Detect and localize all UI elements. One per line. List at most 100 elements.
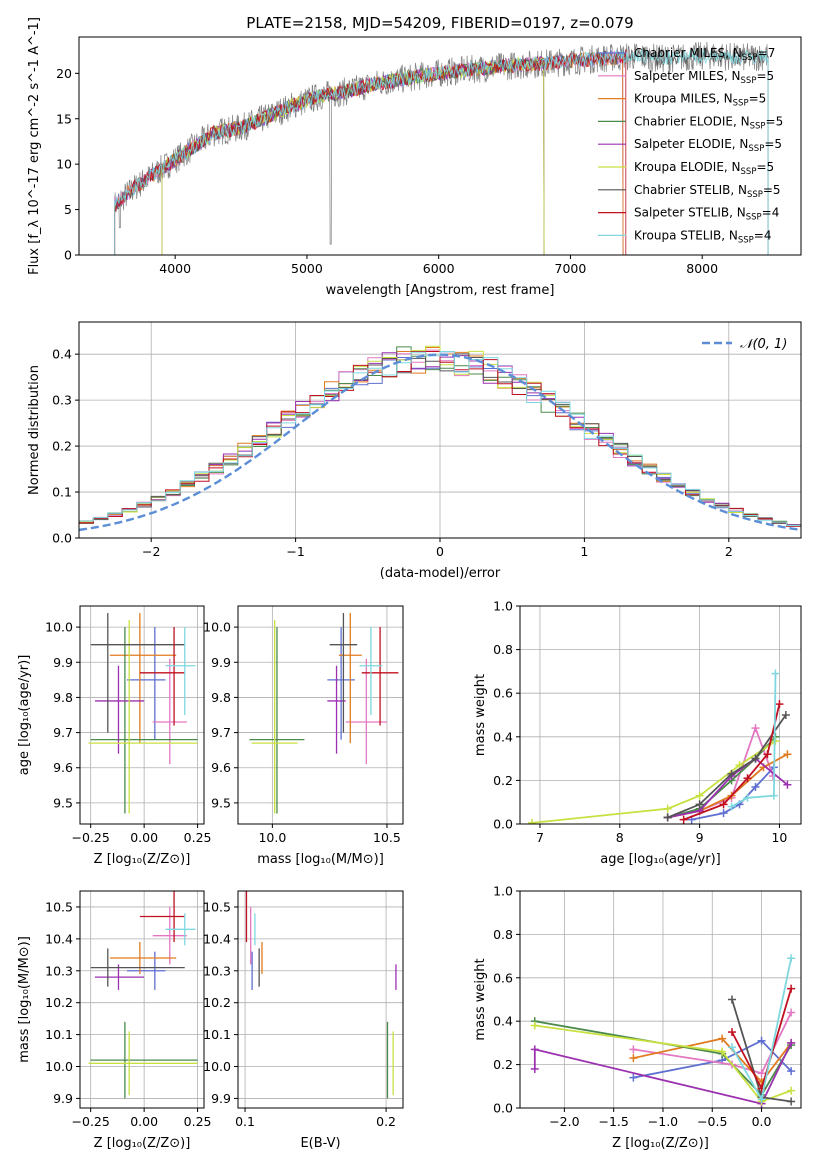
axis-label-x: Z [log₁₀(Z/Z⊙)] xyxy=(94,852,191,867)
tick-label-x: 0.00 xyxy=(130,830,158,845)
legend-label: Kroupa ELODIE, NSSP=5 xyxy=(634,160,774,177)
marker-point xyxy=(663,804,672,813)
tick-label-y: 10.1 xyxy=(45,1027,73,1042)
legend-label: Kroupa STELIB, NSSP=4 xyxy=(634,228,772,245)
tick-label-y: 10.5 xyxy=(203,899,231,914)
tick-label-y: 9.6 xyxy=(211,760,231,775)
tick-label-x: −1.0 xyxy=(648,1114,678,1129)
axes-frame xyxy=(79,605,205,825)
tick-label-y: 9.6 xyxy=(53,760,73,775)
model-spectrum-kroupa-stelib xyxy=(114,48,769,255)
frame-age_vs_mass: 10.0 10.5 9.5 9.6 9.7 9.8 9.9 10.0 mass [log₁₀(M… xyxy=(203,605,404,867)
tick-label-x: 7000 xyxy=(555,261,587,276)
legend-label: Salpeter STELIB, NSSP=4 xyxy=(634,206,779,223)
axis-label-x: (data-model)/error xyxy=(380,566,501,581)
marker-point xyxy=(787,954,796,963)
tick-label-y: 0.2 xyxy=(493,773,513,788)
marker-point xyxy=(530,1064,539,1073)
marker-point xyxy=(787,1097,796,1106)
marker-point xyxy=(783,750,792,759)
axes-frame xyxy=(78,36,802,256)
tick-label-y: 10 xyxy=(56,157,72,172)
plot-age_vs_mass xyxy=(249,613,399,814)
marker-point xyxy=(757,1069,766,1078)
tick-label-y: 5 xyxy=(64,202,72,217)
marker-point xyxy=(527,818,536,824)
marker-point xyxy=(781,711,790,719)
tick-label-x: −0.25 xyxy=(72,1114,110,1129)
marker-point xyxy=(787,1086,796,1095)
plot-spectrum xyxy=(114,41,769,255)
tick-label-y: 9.7 xyxy=(53,725,73,740)
tick-label-x: 10.5 xyxy=(373,830,401,845)
errorbar-chabrier-elodie xyxy=(90,627,198,814)
tick-label-y: 0.8 xyxy=(493,927,513,942)
plot-mass_weight_vs_Z xyxy=(530,954,796,1108)
marker-point xyxy=(727,995,736,1004)
errorbar-salpeter-miles xyxy=(152,658,187,765)
errorbar-salpeter-elodie xyxy=(94,665,145,754)
tick-label-y: 0.0 xyxy=(52,531,72,546)
errorbar-chabrier-elodie xyxy=(249,627,305,814)
tick-label-y: 9.9 xyxy=(211,1091,231,1106)
tick-label-x: 0.25 xyxy=(184,1114,212,1129)
marker-point xyxy=(757,1036,766,1045)
tick-label-y: 0.2 xyxy=(52,439,72,454)
axis-label-x: Z [log₁₀(Z/Z⊙)] xyxy=(94,1136,191,1151)
tick-label-y: 10.3 xyxy=(203,963,231,978)
errorbar-salpeter-stelib xyxy=(139,627,185,726)
tick-label-x: 2 xyxy=(725,544,733,559)
axes-mass_vs_ebv xyxy=(238,891,403,1108)
tick-label-y: 0.0 xyxy=(493,1101,513,1116)
frame-mass_vs_Z: −0.25 0.00 0.25 9.9 10.0 10.1 10.2 10.3 10.4 10.5… xyxy=(17,890,212,1151)
tick-label-y: 10.1 xyxy=(203,1027,231,1042)
legend-label: Chabrier STELIB, NSSP=5 xyxy=(634,183,781,200)
axis-label-y: Normed distribution xyxy=(27,365,42,495)
marker-point xyxy=(629,1054,638,1063)
errorbar-kroupa-miles xyxy=(109,613,177,744)
series-kroupa-elodie xyxy=(534,1024,792,1103)
errorbar-kroupa-stelib xyxy=(359,627,383,715)
tick-label-y: 0.2 xyxy=(493,1057,513,1072)
errorbar-chabrier-elodie xyxy=(90,1021,198,1099)
axis-label-x: mass [log₁₀(M/M⊙)] xyxy=(257,852,384,867)
axis-label-y: mass weight xyxy=(473,674,488,756)
series-kroupa-stelib xyxy=(731,673,777,808)
tick-label-x: 0.2 xyxy=(376,1114,396,1129)
tick-label-y: 10.0 xyxy=(45,1059,73,1074)
tick-label-y: 0.0 xyxy=(493,817,513,832)
errorbar-kroupa-stelib xyxy=(165,913,196,946)
tick-label-x: −2 xyxy=(142,544,160,559)
histogram-chabrier-stelib xyxy=(79,353,801,526)
tick-label-y: 9.8 xyxy=(53,690,73,705)
marker-point xyxy=(679,815,688,824)
tick-label-y: 0.3 xyxy=(52,393,72,408)
marker-point xyxy=(763,750,772,759)
frame-mass_vs_ebv: 0.1 0.2 9.9 10.0 10.1 10.2 10.3 10.4 10.5 E(B-V) xyxy=(203,890,404,1151)
marker-point xyxy=(719,809,728,818)
tick-label-x: 4000 xyxy=(159,261,191,276)
frame-age_vs_Z: −0.25 0.00 0.25 9.5 9.6 9.7 9.8 9.9 10.0 Z [log₁₀… xyxy=(17,605,212,867)
tick-label-y: 10.4 xyxy=(45,931,73,946)
plot-mass_vs_Z xyxy=(88,891,198,1099)
marker-point xyxy=(751,782,760,791)
tick-label-x: −1.5 xyxy=(598,1114,628,1129)
marker-point xyxy=(787,984,796,993)
tick-label-y: 1.0 xyxy=(493,599,513,614)
tick-label-y: 0.4 xyxy=(493,729,513,744)
tick-label-y: 10.5 xyxy=(45,899,73,914)
tick-label-y: 9.9 xyxy=(53,655,73,670)
tick-label-y: 0.8 xyxy=(493,642,513,657)
axes-mass_vs_Z xyxy=(80,891,204,1108)
axis-label-x: Z [log₁₀(Z/Z⊙)] xyxy=(612,1136,709,1151)
tick-label-x: 1 xyxy=(580,544,588,559)
legend-label: Salpeter MILES, NSSP=5 xyxy=(634,69,774,86)
errorbar-salpeter-elodie xyxy=(94,964,145,990)
marker-point xyxy=(743,793,752,802)
axis-label-y: mass [log₁₀(M/M⊙)] xyxy=(17,936,32,1063)
tick-label-x: 8000 xyxy=(686,261,718,276)
tick-label-y: 10.2 xyxy=(45,995,73,1010)
frame-residuals: −2 −1 0 1 2 0.0 0.1 0.2 0.3 0.4 (data-model)/error… xyxy=(27,321,802,581)
tick-label-y: 9.5 xyxy=(53,795,73,810)
